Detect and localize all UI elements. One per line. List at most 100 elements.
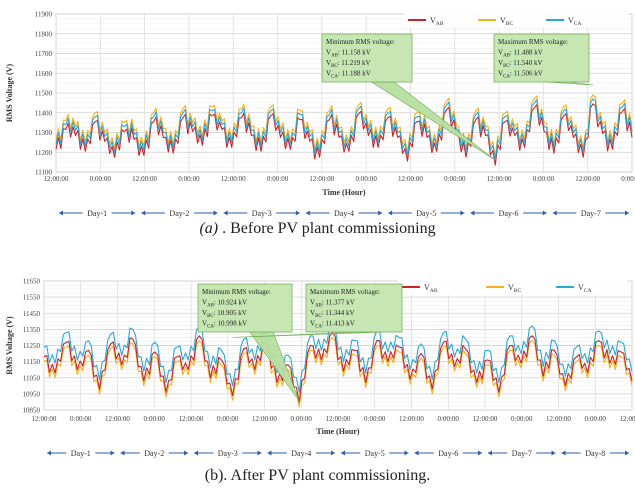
callout-line: VCA: 10.998 kV: [202, 320, 247, 330]
day-arrow-head: [388, 210, 393, 216]
series-line-vab: [55, 103, 633, 166]
day-arrow-head: [110, 450, 115, 456]
day-arrow-head: [295, 210, 300, 216]
day-label-bg: [580, 448, 610, 458]
y-axis-label: RMS Voltage (V): [5, 316, 14, 375]
x-tick-label: 12:00:00: [473, 415, 498, 423]
callout-line: VCA: 11.188 kV: [326, 70, 371, 80]
day-arrow-head: [223, 210, 228, 216]
legend-label: VAB: [424, 283, 438, 294]
callout-line: VBC: 11.540 kV: [498, 59, 543, 69]
day-label-bg: [213, 448, 243, 458]
x-axis-label: Time (Hour): [322, 188, 366, 197]
day-arrow-head: [141, 210, 146, 216]
day-label: Day-6: [499, 209, 519, 218]
x-tick-label: 12:00:00: [399, 415, 424, 423]
x-tick-label: 0:00:00: [364, 415, 386, 423]
caption-a-label: (a): [199, 220, 219, 237]
day-arrow-head: [59, 210, 63, 216]
day-arrow-head: [414, 450, 419, 456]
day-arrow-head: [213, 210, 218, 216]
series-line-vca: [43, 322, 633, 393]
x-tick-label: 0:00:00: [533, 175, 555, 183]
legend-label: VCA: [578, 283, 592, 294]
callout-box: [305, 283, 403, 333]
day-arrow-head: [257, 450, 262, 456]
day-arrow-head: [625, 450, 629, 456]
y-tick-label: 11900: [35, 11, 53, 19]
day-label-bg: [433, 448, 463, 458]
x-tick-label: 12:00:00: [326, 415, 351, 423]
day-label: Day-4: [334, 209, 354, 218]
day-label: Day-2: [144, 449, 164, 458]
x-tick-label: 12:00:00: [620, 415, 635, 423]
legend-label: VAB: [430, 16, 444, 27]
day-label-bg: [247, 208, 277, 218]
day-label: Day-7: [512, 449, 532, 458]
y-tick-label: 11300: [35, 129, 53, 137]
day-arrow-head: [341, 450, 345, 456]
x-tick-label: 12:00:00: [575, 175, 600, 183]
x-tick-label: 0:00:00: [291, 415, 313, 423]
legend-label: VCA: [568, 16, 582, 27]
legend-label: VBC: [500, 16, 514, 27]
day-arrow-head: [47, 450, 51, 456]
day-label-bg: [286, 448, 316, 458]
legend-label: VBC: [508, 283, 522, 294]
callout-line: VAB: 11.377 kV: [310, 299, 355, 309]
day-label-bg: [576, 208, 606, 218]
day-arrow-head: [267, 450, 272, 456]
callout-line: VAB: 11.488 kV: [498, 49, 543, 59]
day-arrow-head: [305, 210, 310, 216]
x-tick-label: 12:00:00: [398, 175, 423, 183]
series-line-vbc: [43, 336, 633, 408]
chart-a: 11100 11200 11300 11400 11500 11600 11700 11800…: [5, 11, 635, 218]
x-tick-label: 0:00:00: [90, 175, 112, 183]
day-label-bg: [164, 208, 194, 218]
day-label-bg: [82, 208, 112, 218]
y-tick-label: 11200: [35, 149, 53, 157]
day-arrow-head: [460, 210, 465, 216]
callout-box: [321, 33, 413, 83]
x-tick-label: 12:00:00: [252, 415, 277, 423]
day-label: Day-1: [71, 449, 91, 458]
y-tick-label: 11700: [35, 50, 53, 58]
x-tick-label: 12:00:00: [132, 175, 157, 183]
x-tick-label: 12:00:00: [32, 415, 57, 423]
day-label: Day-1: [87, 209, 107, 218]
day-arrow-head: [561, 450, 566, 456]
legend-box: [404, 12, 628, 28]
caption-a-text: . Before PV plant commissioning: [218, 220, 436, 237]
y-tick-label: 11100: [35, 169, 52, 177]
x-tick-label: 12:00:00: [221, 175, 246, 183]
day-label: Day-5: [365, 449, 385, 458]
day-arrow-head: [552, 210, 557, 216]
day-label-bg: [411, 208, 441, 218]
x-tick-label: 12:00:00: [546, 415, 571, 423]
series-line-vbc: [55, 94, 633, 157]
day-label: Day-5: [416, 209, 436, 218]
day-label-bg: [507, 448, 537, 458]
callout-line: Minimum RMS voltage:: [202, 288, 271, 296]
x-tick-label: 0:00:00: [585, 415, 607, 423]
y-tick-label: 11350: [23, 326, 41, 334]
day-label: Day-7: [581, 209, 601, 218]
day-arrow-head: [551, 450, 556, 456]
day-arrow-head: [131, 210, 136, 216]
day-arrow-head: [625, 210, 629, 216]
day-label-bg: [139, 448, 169, 458]
day-label-bg: [494, 208, 524, 218]
x-tick-label: 12:00:00: [44, 175, 69, 183]
x-tick-label: 0:00:00: [444, 175, 466, 183]
caption-b: (b). After PV plant commissioning.: [204, 467, 431, 484]
series-line-vca: [55, 98, 633, 161]
chart-b: 10850 10950 11050 11150 11250 11350 11450 11550…: [5, 278, 635, 458]
y-tick-label: 11500: [35, 90, 53, 98]
y-tick-label: 11250: [23, 342, 41, 350]
callout-line: Maximum RMS voltage:: [498, 38, 568, 46]
callout-line: VBC: 10.905 kV: [202, 309, 247, 319]
day-arrow-head: [184, 450, 188, 456]
callout-line: VAB: 11.158 kV: [326, 49, 371, 59]
day-arrow-head: [478, 450, 482, 456]
